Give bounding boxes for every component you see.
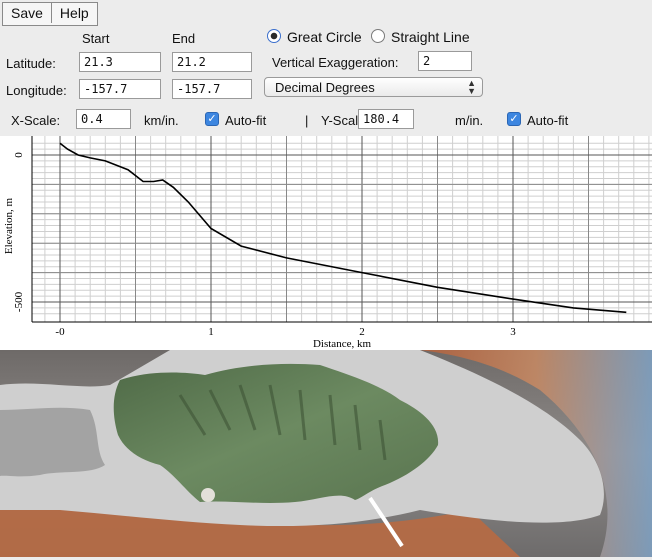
elevation-profile-chart: -0 1 2 3 0 -500 Distance, km Elevation, m (0, 136, 652, 350)
checkmark-icon: ✓ (207, 113, 217, 125)
coordinate-format-select[interactable]: Decimal Degrees ▲ ▼ (264, 77, 483, 97)
x-scale-unit: km/in. (144, 113, 179, 128)
x-tick-label: 1 (208, 326, 214, 338)
y-scale-input[interactable]: 180.4 (358, 109, 414, 129)
latitude-start-input[interactable]: 21.3 (79, 52, 161, 72)
save-menu[interactable]: Save (3, 3, 52, 23)
profile-transect-line (368, 496, 404, 548)
help-menu[interactable]: Help (59, 5, 89, 21)
scale-separator: | (305, 113, 309, 128)
y-autofit-label: Auto-fit (527, 113, 569, 128)
x-tick-label: 2 (359, 326, 365, 338)
deep-ocean-east (420, 350, 652, 557)
shelf-terrace-west (0, 407, 105, 477)
latitude-label: Latitude: (6, 56, 56, 71)
x-axis-label: Distance, km (313, 338, 371, 350)
profile-series-line (59, 142, 627, 314)
longitude-start-input[interactable]: -157.7 (79, 79, 161, 99)
x-scale-input[interactable]: 0.4 (76, 109, 131, 129)
vertical-exaggeration-label: Vertical Exaggeration: (272, 55, 399, 70)
elevation-profile-svg: -0 1 2 3 0 -500 Distance, km Elevation, m (3, 136, 652, 350)
y-autofit-checkbox[interactable]: ✓ (507, 112, 521, 126)
straight-line-label: Straight Line (391, 29, 470, 45)
bathymetry-map (0, 350, 652, 557)
profile-tool-panel: Save Help Start End Latitude: 21.3 21.2 … (0, 0, 652, 350)
x-scale-label: X-Scale: (11, 113, 61, 128)
great-circle-radio[interactable] (267, 29, 281, 43)
end-header: End (172, 31, 196, 46)
island-land (113, 363, 439, 503)
start-header: Start (82, 31, 110, 46)
x-tick-label: -0 (55, 326, 65, 338)
longitude-end-input[interactable]: -157.7 (172, 79, 252, 99)
y-tick-label: 0 (13, 152, 25, 158)
x-tick-label: 3 (510, 326, 516, 338)
x-autofit-label: Auto-fit (225, 113, 267, 128)
checkmark-icon: ✓ (509, 113, 519, 125)
vertical-exaggeration-input[interactable]: 2 (418, 51, 472, 71)
menu-bar: Save Help (2, 2, 98, 26)
crater-feature (201, 488, 215, 502)
y-scale-label: Y-Scale: (321, 113, 369, 128)
straight-line-radio[interactable] (371, 29, 385, 43)
deep-ocean-south (0, 505, 520, 557)
select-arrows-icon: ▲ ▼ (467, 78, 476, 96)
shaded-relief-map (0, 350, 652, 557)
y-tick-label: -500 (13, 291, 25, 312)
latitude-end-input[interactable]: 21.2 (172, 52, 252, 72)
y-scale-unit: m/in. (455, 113, 484, 128)
great-circle-label: Great Circle (287, 29, 362, 45)
y-axis-label: Elevation, m (3, 197, 15, 254)
coordinate-format-value: Decimal Degrees (275, 80, 375, 95)
x-autofit-checkbox[interactable]: ✓ (205, 112, 219, 126)
longitude-label: Longitude: (6, 83, 67, 98)
mountain-ridges (178, 384, 387, 461)
